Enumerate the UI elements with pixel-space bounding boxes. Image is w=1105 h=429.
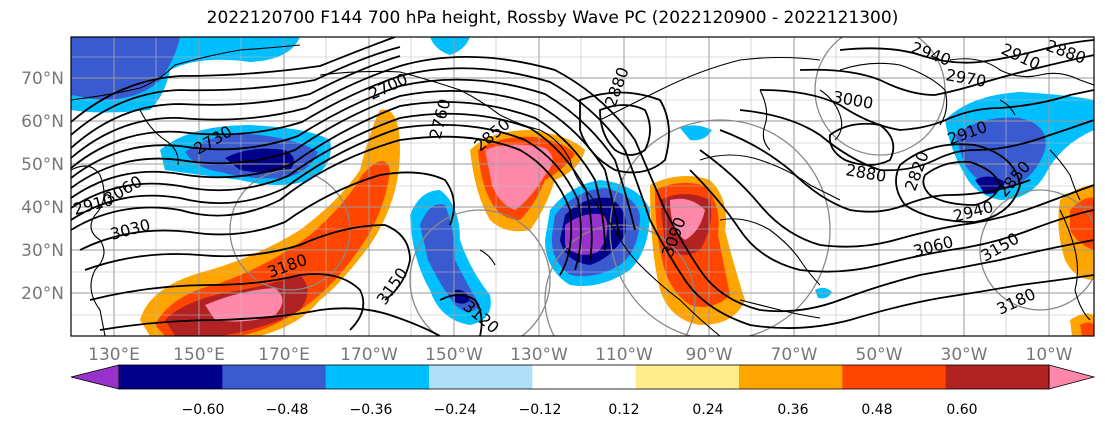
- lon-label: 30°W: [941, 345, 988, 365]
- colorbar-segment: [945, 365, 1050, 389]
- lon-label: 70°W: [771, 345, 818, 365]
- colorbar-segment: [325, 365, 430, 389]
- colorbar-extend-max: [1048, 364, 1096, 390]
- lat-label: 40°N: [21, 198, 64, 218]
- lon-label: 150°E: [173, 345, 225, 365]
- colorbar-tick-label: −0.48: [266, 402, 309, 418]
- map-title: 2022120700 F144 700 hPa height, Rossby W…: [206, 8, 899, 28]
- height-contours: [71, 37, 1094, 336]
- lon-label: 170°W: [340, 345, 398, 365]
- lat-label: 20°N: [21, 284, 64, 304]
- colorbar-tick-label: 0.12: [608, 402, 639, 418]
- longitude-labels: 130°E 150°E 170°E 170°W 150°W 130°W 110°…: [88, 345, 1073, 365]
- colorbar-segment: [842, 365, 947, 389]
- lon-label: 170°E: [258, 345, 310, 365]
- colorbar-tick-label: −0.12: [519, 402, 562, 418]
- colorbar-segment: [222, 365, 327, 389]
- anomaly-shading: [71, 37, 1094, 336]
- lat-label: 50°N: [21, 155, 64, 175]
- colorbar-segment: [739, 365, 843, 389]
- colorbar-segment: [532, 365, 637, 389]
- coastlines: [71, 44, 1094, 336]
- lon-label: 90°W: [686, 345, 733, 365]
- colorbar-tick-label: 0.36: [777, 402, 808, 418]
- lon-label: 110°W: [595, 345, 653, 365]
- lon-label: 10°W: [1026, 345, 1073, 365]
- colorbar: [70, 364, 1096, 390]
- lon-label: 50°W: [856, 345, 903, 365]
- colorbar-tick-labels: −0.60 −0.48 −0.36 −0.24 −0.12 0.12 0.24 …: [182, 402, 978, 418]
- lon-label: 150°W: [425, 345, 483, 365]
- colorbar-tick-label: 0.24: [692, 402, 723, 418]
- colorbar-extend-min: [70, 364, 120, 390]
- colorbar-tick-label: 0.48: [861, 402, 892, 418]
- colorbar-tick-label: −0.36: [350, 402, 393, 418]
- lat-label: 60°N: [21, 112, 64, 132]
- lon-label: 130°E: [88, 345, 140, 365]
- lat-label: 70°N: [21, 69, 64, 89]
- colorbar-tick-label: 0.60: [946, 402, 977, 418]
- lon-label: 130°W: [510, 345, 568, 365]
- lat-label: 30°N: [21, 241, 64, 261]
- latitude-labels: 70°N 60°N 50°N 40°N 30°N 20°N: [21, 69, 64, 304]
- colorbar-frame: [118, 364, 1050, 390]
- colorbar-tick-label: −0.60: [182, 402, 225, 418]
- colorbar-segment: [429, 365, 533, 389]
- colorbar-segment: [119, 365, 223, 389]
- colorbar-segment: [635, 365, 740, 389]
- colorbar-tick-label: −0.24: [434, 402, 477, 418]
- plot-frame: [70, 36, 1095, 337]
